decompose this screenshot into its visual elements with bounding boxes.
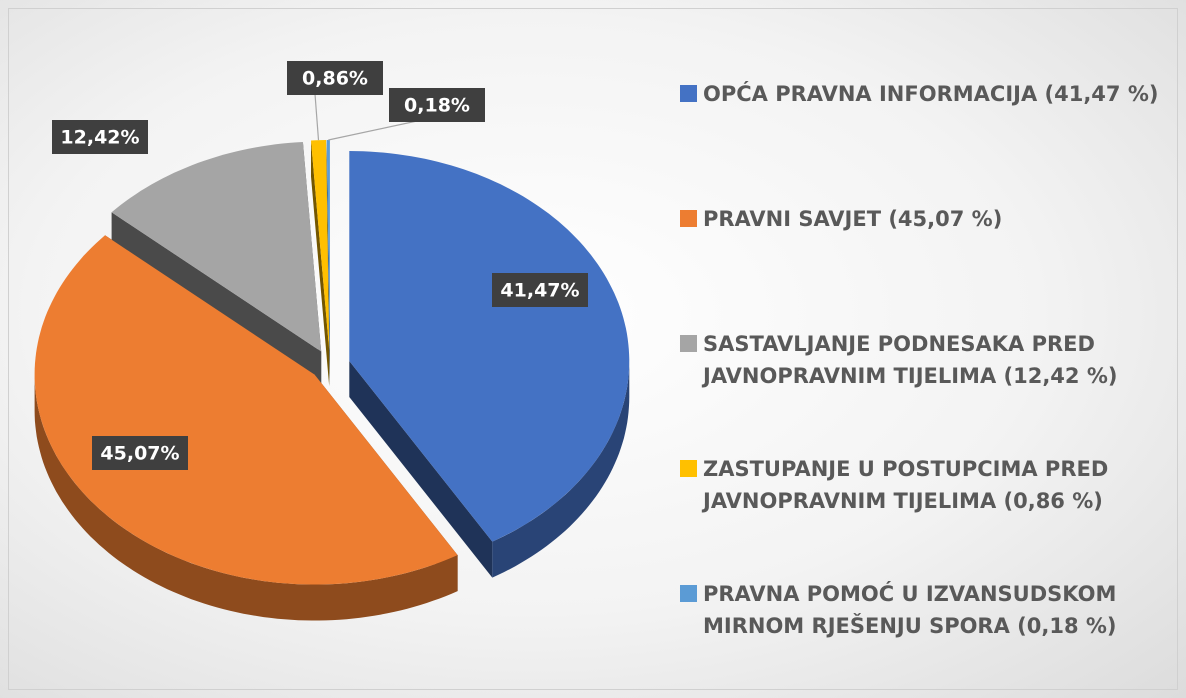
data-label-text: 12,42%: [60, 127, 139, 149]
data-label-text: 41,47%: [500, 280, 579, 302]
legend-label: ZASTUPANJE U POSTUPCIMA PRED JAVNOPRAVNI…: [703, 457, 1109, 513]
slice: [349, 151, 630, 542]
slice: [326, 140, 330, 350]
legend-item: PRAVNA POMOĆ U IZVANSUDSKOM MIRNOM RJEŠE…: [680, 578, 1170, 698]
legend-swatch: [680, 335, 697, 352]
slice: [311, 140, 330, 350]
label-box: [389, 88, 485, 122]
legend-label: SASTAVLJANJE PODNESAKA PRED JAVNOPRAVNIM…: [703, 332, 1118, 388]
data-label: 0,18%: [389, 88, 485, 122]
legend-label: PRAVNI SAVJET (45,07 %): [703, 207, 1003, 231]
data-label: 0,86%: [287, 61, 383, 95]
legend-label: OPĆA PRAVNA INFORMACIJA (41,47 %): [703, 82, 1159, 106]
label-box: [287, 61, 383, 95]
legend: OPĆA PRAVNA INFORMACIJA (41,47 %) PRAVNI …: [680, 78, 1170, 698]
leader-line: [314, 93, 320, 141]
data-label: 45,07%: [92, 436, 188, 470]
chart-frame: [8, 8, 1178, 690]
label-box: [52, 120, 148, 154]
slice-side: [311, 140, 330, 386]
data-label-text: 45,07%: [100, 443, 179, 465]
leader-line: [328, 120, 418, 141]
legend-item: OPĆA PRAVNA INFORMACIJA (41,47 %): [680, 78, 1170, 203]
slice-side: [34, 374, 458, 621]
data-label-text: 0,18%: [404, 95, 470, 117]
slice-side: [492, 361, 630, 578]
slice-side: [111, 212, 322, 388]
slice-side: [326, 140, 330, 386]
slice: [34, 235, 458, 585]
data-label: 41,47%: [492, 273, 588, 307]
legend-item: SASTAVLJANJE PODNESAKA PRED JAVNOPRAVNIM…: [680, 328, 1170, 453]
label-box: [92, 436, 188, 470]
data-label: 12,42%: [52, 120, 148, 154]
label-box: [492, 273, 588, 307]
legend-swatch: [680, 210, 697, 227]
slice: [111, 142, 322, 352]
data-label-text: 0,86%: [302, 68, 368, 90]
legend-item: PRAVNI SAVJET (45,07 %): [680, 203, 1170, 328]
legend-item: ZASTUPANJE U POSTUPCIMA PRED JAVNOPRAVNI…: [680, 453, 1170, 578]
legend-swatch: [680, 585, 697, 602]
legend-swatch: [680, 460, 697, 477]
slice-side: [349, 361, 493, 578]
legend-label: PRAVNA POMOĆ U IZVANSUDSKOM MIRNOM RJEŠE…: [703, 582, 1117, 638]
legend-swatch: [680, 85, 697, 102]
